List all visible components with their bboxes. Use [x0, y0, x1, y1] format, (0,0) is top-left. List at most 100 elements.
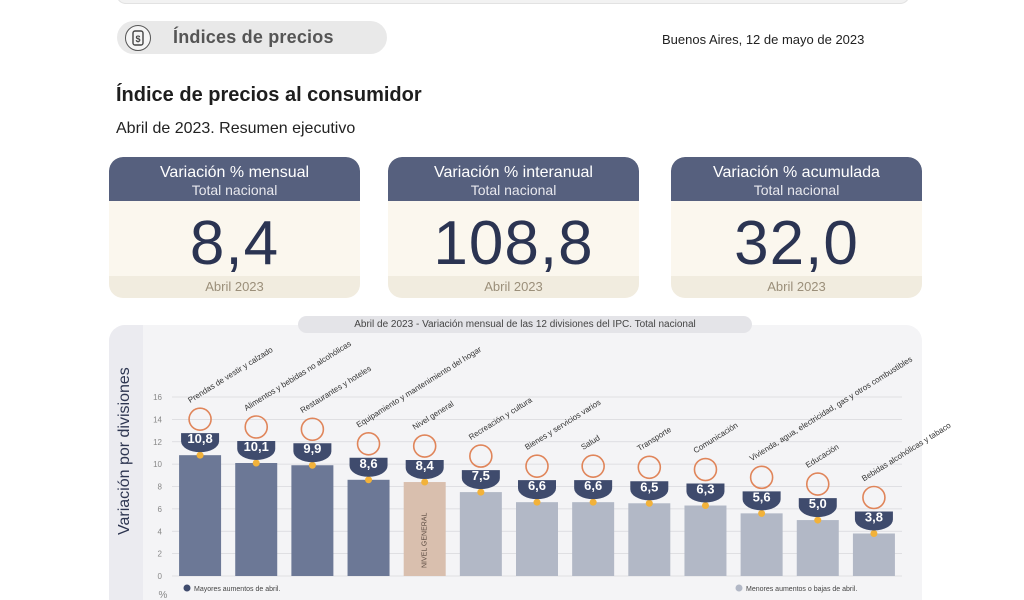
card-title: Variación % acumulada: [713, 164, 880, 181]
category-label: Bebidas alcohólicas y tabaco: [860, 421, 953, 484]
division-icon: [525, 454, 549, 478]
value-badge: [686, 483, 725, 503]
chart-title: Abril de 2023 - Variación mensual de las…: [298, 316, 752, 333]
division-icon: [356, 431, 381, 456]
bar-top-dot: [814, 516, 822, 524]
category-label: Salud: [579, 433, 601, 451]
bar: [347, 479, 390, 576]
division-icon: [581, 454, 605, 478]
division-icon: [805, 472, 830, 496]
value-badge: [742, 491, 781, 511]
bar-top-dot: [533, 498, 541, 506]
bar-top-dot: [477, 488, 485, 496]
data-label: 10,8: [187, 431, 212, 446]
value-badge: [293, 443, 332, 463]
data-label: 9,9: [303, 441, 321, 456]
report-date: Buenos Aires, 12 de mayo de 2023: [662, 32, 865, 47]
card-value: 32,0: [734, 209, 859, 278]
bar-top-dot: [308, 461, 316, 469]
data-label: 6,6: [584, 478, 602, 493]
value-badge: [630, 481, 669, 501]
card-header: Variación % interanual Total nacional: [388, 157, 639, 201]
data-label: 6,5: [640, 479, 658, 494]
bar-top-dot: [870, 529, 878, 537]
card-value: 8,4: [189, 209, 280, 278]
value-badge: [349, 457, 388, 477]
general-bar-label: NIVEL GENERAL: [422, 513, 429, 568]
data-label: 6,3: [696, 482, 714, 497]
category-label: Nivel general: [411, 399, 456, 431]
bar: [740, 513, 783, 576]
card-cumulative-variation: Variación % acumulada Total nacional 32,…: [671, 157, 922, 298]
report-title: Índice de precios al consumidor: [116, 84, 422, 106]
y-tick-label: 8: [158, 483, 163, 492]
y-tick-label: 6: [158, 505, 163, 514]
card-title: Variación % interanual: [434, 164, 593, 181]
data-label: 8,4: [416, 458, 435, 473]
data-label: 7,5: [472, 468, 490, 483]
value-badge: [181, 433, 220, 453]
category-label: Equipamiento y mantenimiento del hogar: [355, 345, 483, 430]
bar: [235, 463, 278, 576]
y-tick-label: 14: [153, 415, 162, 424]
division-icon: [244, 415, 269, 439]
data-label: 10,1: [244, 439, 269, 454]
y-tick-label: 10: [153, 460, 162, 469]
card-header: Variación % acumulada Total nacional: [671, 157, 922, 201]
value-badge: [518, 480, 556, 500]
bar: [516, 502, 558, 576]
data-label: 3,8: [865, 509, 883, 524]
category-label: Comunicación: [692, 421, 740, 456]
card-period: Abril 2023: [671, 276, 922, 298]
category-label: Transporte: [636, 425, 674, 453]
y-tick-label: 4: [158, 527, 163, 536]
y-tick-label: 12: [153, 438, 162, 447]
category-label: Alimentos y bebidas no alcohólicas: [243, 339, 353, 413]
y-unit-label: %: [159, 590, 168, 600]
division-icon: [469, 444, 493, 468]
legend-label: Menores aumentos o bajas de abril.: [746, 586, 857, 593]
card-scope: Total nacional: [753, 182, 840, 198]
bar: [852, 533, 895, 576]
bar-top-dot: [252, 459, 260, 467]
data-label: 5,0: [809, 496, 827, 511]
value-badge: [237, 441, 276, 461]
data-label: 5,6: [753, 489, 771, 504]
division-icon: [862, 485, 886, 510]
data-label: 6,6: [528, 478, 546, 493]
value-badge: [798, 498, 837, 518]
section-header: $ Índices de precios: [117, 21, 387, 54]
legend-swatch: [183, 584, 191, 592]
division-icon: [637, 455, 662, 480]
division-icon: [412, 434, 437, 458]
bar-top-dot: [589, 498, 597, 506]
division-icon: [188, 407, 212, 431]
bar-top-dot: [196, 451, 204, 459]
card-yearly-variation: Variación % interanual Total nacional 10…: [388, 157, 639, 298]
card-header: Variación % mensual Total nacional: [109, 157, 360, 201]
category-label: Recreación y cultura: [467, 395, 534, 442]
data-label: 8,6: [359, 456, 377, 471]
card-scope: Total nacional: [191, 182, 278, 198]
value-badge: [574, 480, 613, 500]
card-scope: Total nacional: [470, 182, 557, 198]
bar: [628, 503, 671, 576]
chart-side-strip: [109, 325, 143, 600]
division-icon: [749, 465, 774, 490]
price-index-logo-icon: $: [125, 24, 151, 51]
card-monthly-variation: Variación % mensual Total nacional 8,4 A…: [109, 157, 360, 298]
card-title: Variación % mensual: [159, 164, 310, 181]
legend-swatch: [735, 584, 743, 592]
section-title: Índices de precios: [173, 27, 334, 47]
y-tick-label: 0: [158, 572, 163, 581]
bar: [179, 455, 222, 576]
y-tick-label: 16: [153, 393, 162, 402]
bar: [403, 482, 446, 576]
bar-top-dot: [421, 478, 429, 486]
value-badge: [854, 511, 893, 531]
card-period: Abril 2023: [109, 276, 360, 298]
bar: [684, 505, 727, 576]
bar: [291, 465, 334, 576]
report-subtitle: Abril de 2023. Resumen ejecutivo: [116, 120, 356, 137]
